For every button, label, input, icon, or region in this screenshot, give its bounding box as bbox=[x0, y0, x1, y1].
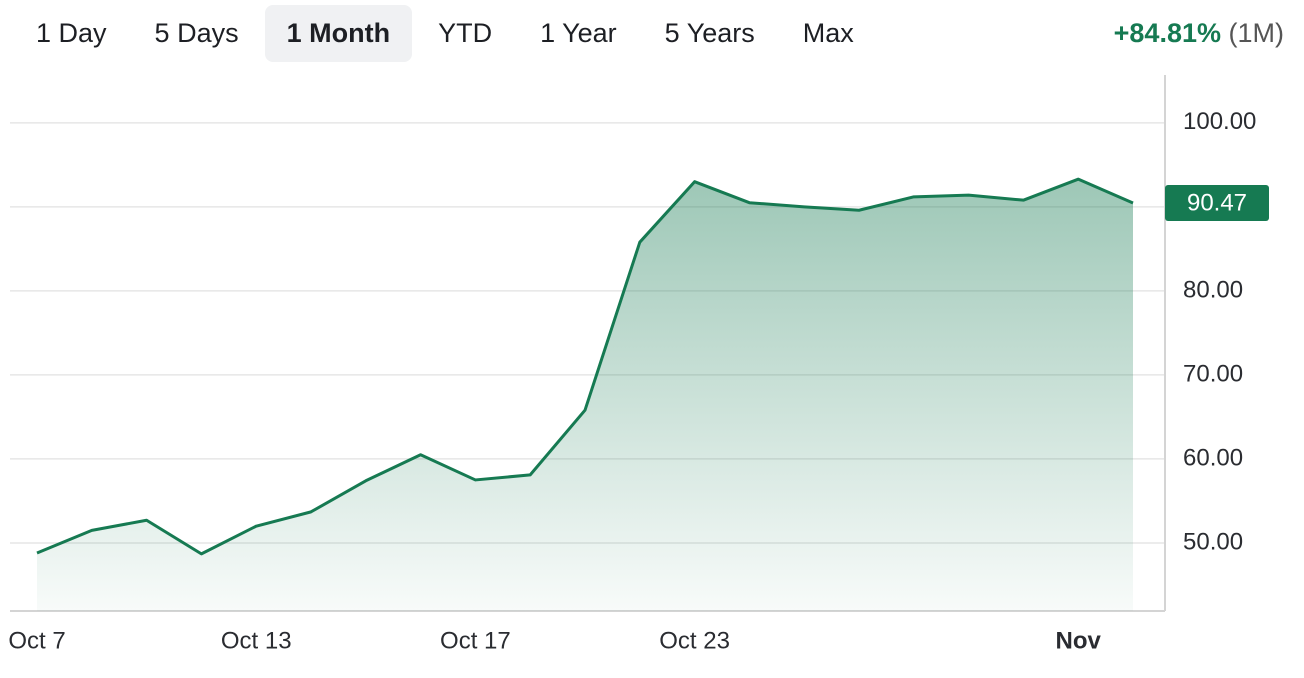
x-tick-label: Oct 13 bbox=[221, 627, 292, 654]
x-tick-label: Oct 17 bbox=[440, 627, 511, 654]
change-period: (1M) bbox=[1228, 18, 1285, 48]
y-tick-label: 80.00 bbox=[1183, 276, 1243, 303]
y-tick-label: 70.00 bbox=[1183, 360, 1243, 387]
area bbox=[37, 179, 1133, 612]
price-label: 90.47 bbox=[1187, 189, 1247, 216]
x-tick-label: Oct 23 bbox=[659, 627, 730, 654]
range-tabs: 1 Day 5 Days 1 Month YTD 1 Year 5 Years Max bbox=[14, 5, 880, 62]
x-tick-label: Nov bbox=[1056, 627, 1102, 654]
range-tab[interactable]: 1 Year bbox=[540, 18, 617, 48]
range-tab[interactable]: 1 Month bbox=[264, 5, 413, 62]
range-tab[interactable]: Max bbox=[802, 18, 854, 48]
range-tab[interactable]: 5 Years bbox=[664, 18, 755, 48]
y-tick-label: 100.00 bbox=[1183, 108, 1256, 135]
range-tab[interactable]: YTD bbox=[438, 18, 493, 48]
line bbox=[36, 177, 1134, 556]
y-tick-label: 60.00 bbox=[1183, 444, 1243, 471]
price-badge bbox=[1165, 184, 1269, 221]
range-tab[interactable]: 1 Day bbox=[36, 18, 107, 48]
x-tick-label: Oct 7 bbox=[8, 627, 65, 654]
change-value: +84.81% bbox=[1113, 18, 1221, 48]
range-tab[interactable]: 5 Days bbox=[154, 18, 239, 48]
change: +84.81% (1M) bbox=[1114, 5, 1284, 62]
y-tick-label: 50.00 bbox=[1183, 528, 1243, 555]
